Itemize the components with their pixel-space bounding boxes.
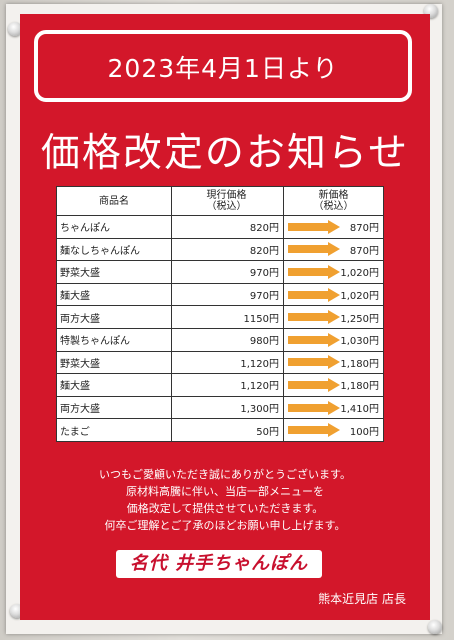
arrow-right-icon bbox=[288, 332, 340, 347]
header-new-price: 新価格 （税込） bbox=[283, 186, 384, 216]
current-price: 970円 bbox=[171, 260, 284, 284]
pushpin-icon bbox=[8, 22, 22, 36]
arrow-right-icon bbox=[288, 377, 340, 392]
table-row: 麺大盛 970円 1,020円 bbox=[56, 282, 384, 307]
current-price: 1,300円 bbox=[171, 395, 284, 420]
new-price: 1,410円 bbox=[340, 404, 379, 416]
brand-logo: 名代 井手ちゃんぽん bbox=[116, 550, 322, 578]
message-line: 価格改定して提供させていただきます。 bbox=[126, 502, 324, 515]
new-price-cell: 1,020円 bbox=[283, 260, 384, 284]
item-name: 両方大盛 bbox=[56, 305, 172, 329]
item-name: ちゃんぽん bbox=[56, 215, 172, 239]
table-row: 特製ちゃんぽん 980円 1,030円 bbox=[56, 327, 384, 352]
table-header-row: 商品名 現行価格 （税込） 新価格 （税込） bbox=[56, 186, 384, 216]
store-signature: 熊本近見店 店長 bbox=[318, 592, 406, 606]
notice-title: 価格改定のお知らせ bbox=[40, 131, 410, 176]
arrow-right-icon bbox=[288, 400, 340, 415]
new-price: 870円 bbox=[349, 245, 379, 257]
header-item-name: 商品名 bbox=[56, 186, 172, 216]
greeting-message: いつもご愛顧いただき誠にありがとうございます。 原材料高騰に伴い、当店一部メニュ… bbox=[20, 466, 430, 534]
new-price: 100円 bbox=[349, 426, 379, 438]
current-price: 970円 bbox=[171, 282, 284, 307]
new-price-cell: 100円 bbox=[283, 418, 384, 442]
current-price: 980円 bbox=[171, 327, 284, 352]
current-price: 1,120円 bbox=[171, 373, 284, 397]
message-line: いつもご愛顧いただき誠にありがとうございます。 bbox=[99, 468, 351, 481]
table-row: 野菜大盛 1,120円 1,180円 bbox=[56, 350, 384, 375]
arrow-right-icon bbox=[288, 219, 340, 234]
new-price: 870円 bbox=[349, 223, 379, 235]
new-price-cell: 1,410円 bbox=[283, 395, 384, 420]
new-price: 1,250円 bbox=[340, 313, 379, 325]
item-name: 両方大盛 bbox=[56, 395, 172, 420]
current-price: 820円 bbox=[171, 215, 284, 239]
new-price-cell: 1,030円 bbox=[283, 327, 384, 352]
price-notice-poster: 2023年4月1日より 価格改定のお知らせ 商品名 現行価格 （税込） 新価格 … bbox=[20, 14, 430, 620]
pushpin-icon bbox=[428, 620, 442, 634]
current-price: 50円 bbox=[171, 418, 284, 442]
item-name: 野菜大盛 bbox=[56, 350, 172, 375]
item-name: 麺なしちゃんぽん bbox=[56, 237, 172, 262]
new-price: 1,020円 bbox=[340, 291, 379, 303]
new-price-cell: 870円 bbox=[283, 215, 384, 239]
header-current-price: 現行価格 （税込） bbox=[171, 186, 284, 216]
arrow-right-icon bbox=[288, 310, 340, 325]
new-price-cell: 870円 bbox=[283, 237, 384, 262]
new-price-cell: 1,180円 bbox=[283, 373, 384, 397]
arrow-right-icon bbox=[288, 423, 340, 438]
arrow-right-icon bbox=[288, 287, 340, 302]
current-price: 1150円 bbox=[171, 305, 284, 329]
new-price: 1,180円 bbox=[340, 381, 379, 393]
table-row: 麺大盛 1,120円 1,180円 bbox=[56, 373, 384, 397]
effective-date-box: 2023年4月1日より bbox=[34, 30, 412, 102]
item-name: たまご bbox=[56, 418, 172, 442]
arrow-right-icon bbox=[288, 264, 340, 279]
table-row: たまご 50円 100円 bbox=[56, 418, 384, 442]
effective-date: 2023年4月1日より bbox=[107, 54, 339, 83]
new-price-cell: 1,250円 bbox=[283, 305, 384, 329]
price-table: 商品名 現行価格 （税込） 新価格 （税込） ちゃんぽん 820円 870円 麺なしち… bbox=[56, 186, 384, 442]
message-line: 原材料高騰に伴い、当店一部メニューを bbox=[126, 485, 324, 498]
message-line: 何卒ご理解とご了承のほどお願い申し上げます。 bbox=[104, 519, 346, 532]
arrow-right-icon bbox=[288, 242, 340, 257]
arrow-right-icon bbox=[288, 355, 340, 370]
item-name: 麺大盛 bbox=[56, 373, 172, 397]
brand-logo-text: 名代 井手ちゃんぽん bbox=[129, 553, 309, 574]
new-price-cell: 1,020円 bbox=[283, 282, 384, 307]
table-row: 野菜大盛 970円 1,020円 bbox=[56, 260, 384, 284]
item-name: 特製ちゃんぽん bbox=[56, 327, 172, 352]
table-row: 麺なしちゃんぽん 820円 870円 bbox=[56, 237, 384, 262]
item-name: 野菜大盛 bbox=[56, 260, 172, 284]
table-row: 両方大盛 1,300円 1,410円 bbox=[56, 395, 384, 420]
new-price: 1,180円 bbox=[340, 358, 379, 370]
current-price: 820円 bbox=[171, 237, 284, 262]
current-price: 1,120円 bbox=[171, 350, 284, 375]
new-price: 1,020円 bbox=[340, 268, 379, 280]
item-name: 麺大盛 bbox=[56, 282, 172, 307]
table-row: 両方大盛 1150円 1,250円 bbox=[56, 305, 384, 329]
table-row: ちゃんぽん 820円 870円 bbox=[56, 215, 384, 239]
new-price: 1,030円 bbox=[340, 336, 379, 348]
new-price-cell: 1,180円 bbox=[283, 350, 384, 375]
